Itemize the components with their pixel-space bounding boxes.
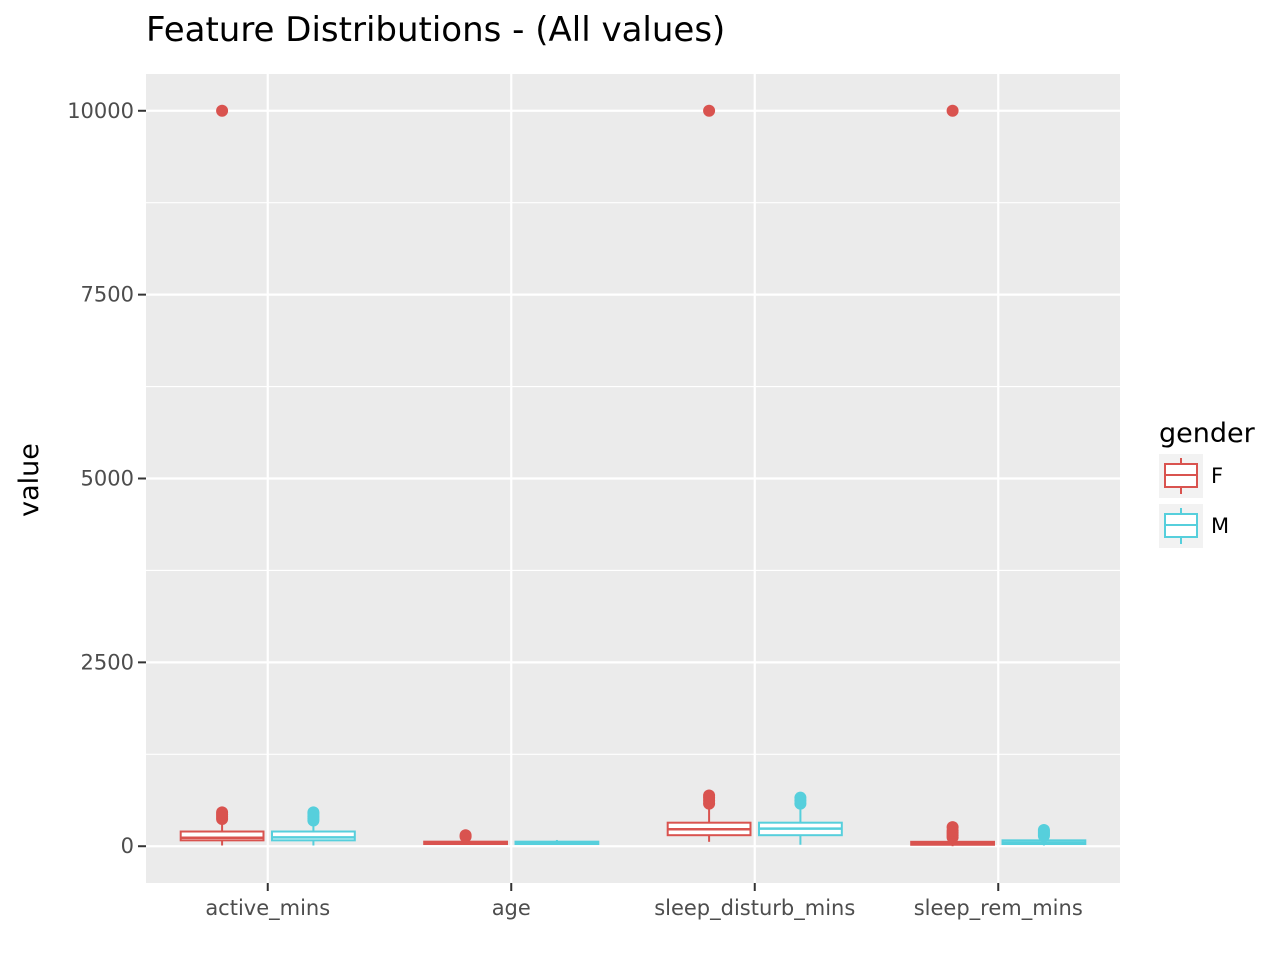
y-axis: 0 2500 5000 7500 10000 xyxy=(67,99,146,858)
legend: gender F M xyxy=(1159,418,1256,548)
box-M-active_mins xyxy=(271,806,356,846)
legend-label-M: M xyxy=(1211,514,1229,538)
outlier-point xyxy=(703,104,716,117)
box-M-sleep_rem_mins xyxy=(1001,824,1087,846)
outlier-point xyxy=(459,829,472,842)
y-tick-label: 7500 xyxy=(81,283,134,307)
outlier-point xyxy=(946,104,959,117)
box-F-sleep_rem_mins xyxy=(910,104,995,847)
box-F-age xyxy=(423,829,508,846)
outlier-point xyxy=(1037,824,1050,837)
x-tick-label: age xyxy=(492,896,531,920)
legend-title: gender xyxy=(1159,418,1256,449)
outlier-point xyxy=(703,789,716,802)
x-axis: active_mins age sleep_disturb_mins sleep_re… xyxy=(205,883,1083,921)
x-tick-label: sleep_disturb_mins xyxy=(654,896,855,921)
minor-gridlines xyxy=(146,202,1120,755)
outlier-point xyxy=(307,806,320,819)
box-F-active_mins xyxy=(179,104,265,846)
y-tick-label: 2500 xyxy=(81,650,134,674)
box-M-age xyxy=(514,839,600,846)
legend-label-F: F xyxy=(1211,464,1223,488)
box-series xyxy=(179,104,1087,847)
y-tick-label: 0 xyxy=(121,834,134,858)
box-F-sleep_disturb_mins xyxy=(666,104,752,842)
box-M-sleep_disturb_mins xyxy=(758,791,843,845)
box-iqr xyxy=(271,830,356,842)
box-iqr xyxy=(179,830,265,842)
legend-key-F xyxy=(1159,454,1203,498)
chart-title: Feature Distributions - (All values) xyxy=(146,10,725,50)
outlier-point xyxy=(946,821,959,834)
outlier-point xyxy=(794,791,807,804)
x-tick-label: sleep_rem_mins xyxy=(914,896,1083,921)
major-gridlines xyxy=(146,74,1120,883)
y-tick-label: 10000 xyxy=(67,99,134,123)
x-tick-label: active_mins xyxy=(205,896,330,921)
y-axis-title: value xyxy=(14,443,45,517)
y-tick-label: 5000 xyxy=(81,467,134,491)
legend-key-M xyxy=(1159,504,1203,548)
outlier-point xyxy=(216,104,229,117)
outlier-point xyxy=(216,806,229,819)
